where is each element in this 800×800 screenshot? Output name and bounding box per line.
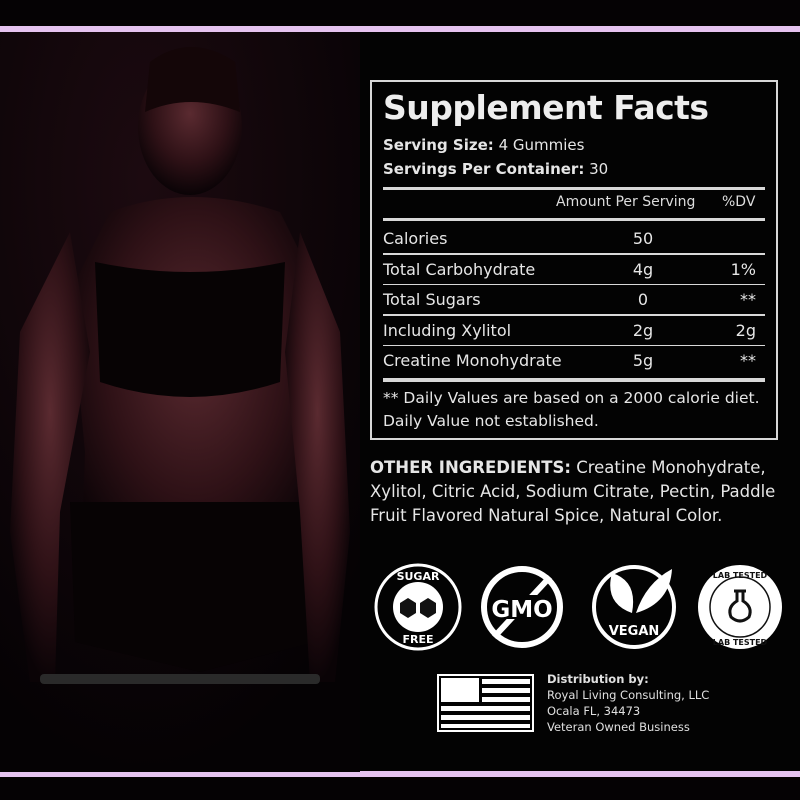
sugar-cubes-icon	[393, 582, 443, 632]
sugar-free-badge: SUGAR FREE	[374, 563, 462, 651]
divider	[383, 218, 765, 221]
serving-size: Serving Size: 4 Gummies	[383, 136, 584, 154]
leaves-icon	[610, 569, 672, 613]
nutrient-name: Total Sugars	[383, 290, 481, 309]
other-ingredients: OTHER INGREDIENTS: Creatine Monohydrate,…	[370, 456, 780, 528]
distribution-address: Ocala FL, 34473	[547, 704, 641, 718]
badge-text: LAB TESTED	[713, 638, 768, 647]
servings-label: Servings Per Container:	[383, 160, 585, 178]
nutrient-row: Total Sugars 0 **	[383, 285, 756, 315]
no-gmo-icon	[481, 566, 563, 648]
serving-size-label: Serving Size:	[383, 136, 494, 154]
row-divider	[383, 344, 765, 346]
supplement-facts-panel: Supplement Facts Serving Size: 4 Gummies…	[370, 80, 778, 440]
other-ingredients-text: Creatine Monohydrate, Xylitol, Citric Ac…	[370, 458, 776, 525]
nutrient-dv: **	[740, 351, 756, 370]
facts-title: Supplement Facts	[383, 88, 709, 127]
nutrient-dv: **	[740, 290, 756, 309]
nutrient-amount: 4g	[632, 259, 654, 279]
col-dv-header: %DV	[722, 194, 756, 210]
row-divider	[383, 253, 765, 255]
distribution-info: Distribution by: Royal Living Consulting…	[547, 671, 709, 735]
lab-tested-badge: LAB TESTED LAB TESTED	[698, 565, 782, 649]
nutrient-amount: 5g	[632, 351, 654, 370]
us-flag-icon	[437, 674, 534, 732]
vegan-badge: VEGAN	[592, 565, 676, 649]
nutrient-name: Creatine Monohydrate	[383, 351, 562, 370]
col-amount-header: Amount Per Serving	[556, 194, 696, 210]
servings-per-container: Servings Per Container: 30	[383, 160, 608, 178]
divider	[383, 187, 765, 190]
nutrient-dv: 2g	[735, 320, 756, 340]
other-ingredients-label: OTHER INGREDIENTS:	[370, 458, 571, 477]
footnote-2: Daily Value not established.	[383, 412, 599, 430]
athlete-photo	[0, 32, 360, 772]
nutrient-row: Calories 50	[383, 224, 756, 254]
nutrient-amount: 2g	[632, 320, 654, 340]
top-accent-bar	[0, 26, 800, 32]
badge-text: GMO	[491, 597, 552, 623]
servings-value: 30	[589, 160, 609, 178]
row-divider	[383, 314, 765, 316]
row-divider	[383, 283, 765, 285]
info-panel	[360, 32, 800, 771]
badge-text: LAB TESTED	[713, 571, 768, 580]
nutrient-name: Including Xylitol	[383, 320, 512, 340]
nutrient-dv: 1%	[730, 259, 756, 279]
distribution-label: Distribution by:	[547, 672, 649, 686]
badge-text: FREE	[402, 633, 433, 646]
nutrient-row: Total Carbohydrate 4g 1%	[383, 255, 756, 285]
footnote-1: ** Daily Values are based on a 2000 calo…	[383, 389, 760, 407]
nutrient-amount: 50	[632, 229, 654, 248]
distribution-note: Veteran Owned Business	[547, 720, 690, 734]
nutrient-name: Calories	[383, 229, 448, 248]
divider	[383, 378, 765, 382]
flask-icon	[728, 589, 752, 623]
badge-text: SUGAR	[397, 570, 440, 583]
distribution-company: Royal Living Consulting, LLC	[547, 688, 710, 702]
badge-text: VEGAN	[609, 624, 660, 639]
no-gmo-badge: GMO	[481, 566, 563, 648]
nutrient-name: Total Carbohydrate	[383, 259, 536, 279]
serving-size-value: 4 Gummies	[498, 136, 585, 154]
nutrient-row: Creatine Monohydrate 5g **	[383, 346, 756, 376]
nutrient-row: Including Xylitol 2g 2g	[383, 316, 756, 346]
bottom-accent-bar	[0, 771, 800, 777]
nutrient-amount: 0	[637, 290, 649, 309]
